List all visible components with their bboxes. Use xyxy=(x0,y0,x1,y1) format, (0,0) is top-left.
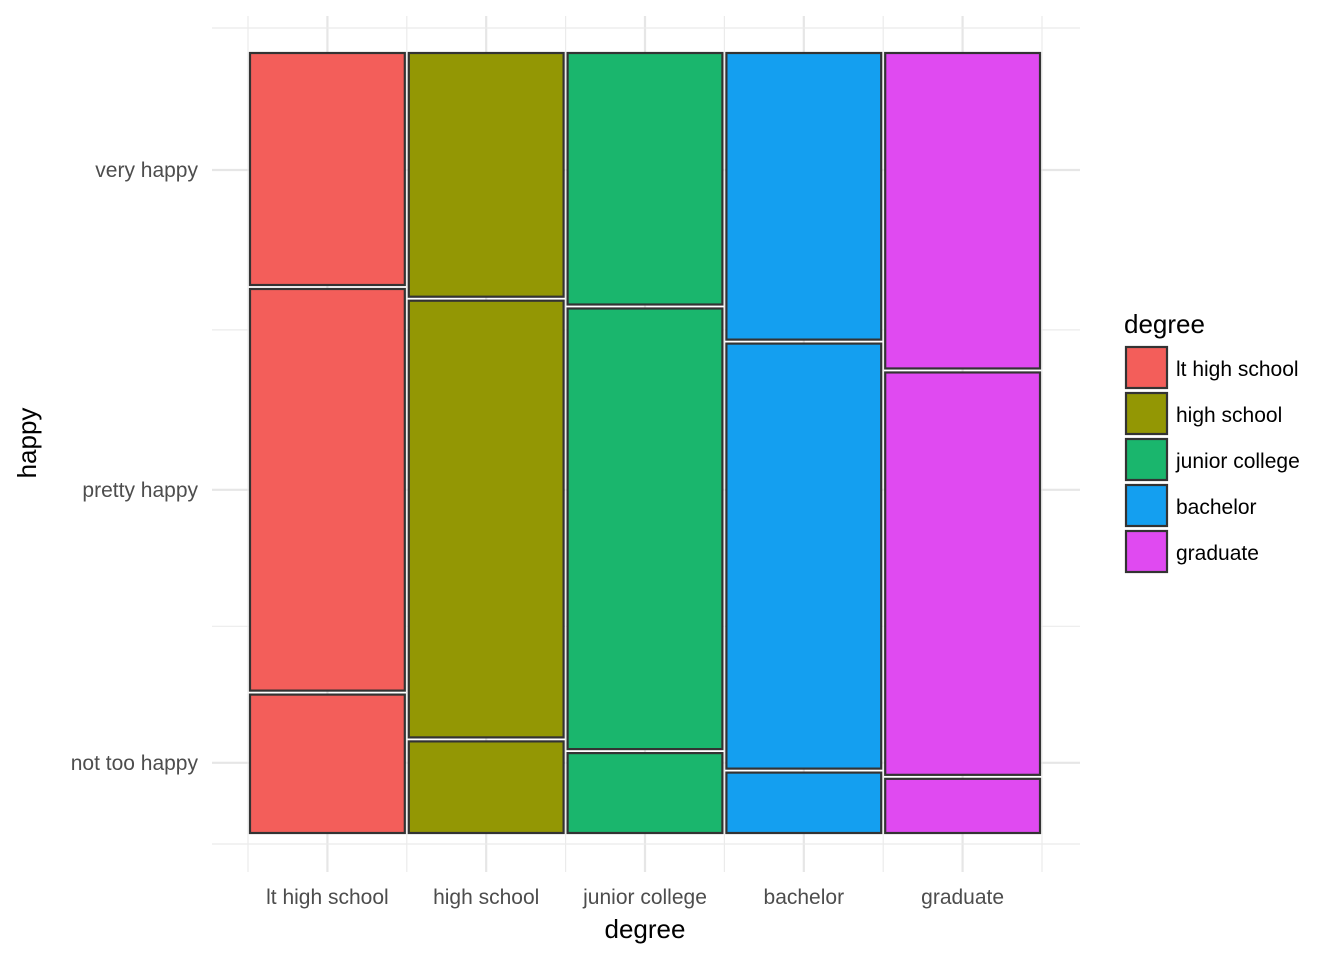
legend-key xyxy=(1124,437,1169,482)
legend-label: graduate xyxy=(1176,542,1259,565)
legend-label: junior college xyxy=(1175,450,1300,473)
tile-0-0 xyxy=(248,693,406,835)
x-tick-label: high school xyxy=(433,886,539,909)
x-tick-label: junior college xyxy=(582,886,707,909)
legend-label: high school xyxy=(1176,404,1282,427)
x-axis-ticks: lt high school high school junior college b… xyxy=(266,886,1004,909)
x-tick-label: bachelor xyxy=(764,886,845,909)
mosaic-tiles xyxy=(248,51,1042,835)
x-tick-label: lt high school xyxy=(266,886,389,909)
tile-1-0 xyxy=(407,740,565,835)
y-axis-ticks: not too happy pretty happy very happy xyxy=(71,159,199,775)
y-tick-label: not too happy xyxy=(71,752,199,775)
tile-1-2 xyxy=(407,51,565,298)
tile-0-2 xyxy=(248,51,406,287)
tile-1-1 xyxy=(407,299,565,739)
x-tick-label: graduate xyxy=(921,886,1004,909)
tile-4-1 xyxy=(884,371,1042,776)
legend-key xyxy=(1124,529,1169,574)
legend-key xyxy=(1124,391,1169,436)
legend: degree lt high school high school junior c… xyxy=(1124,309,1300,574)
legend-label: lt high school xyxy=(1176,358,1299,381)
legend-key xyxy=(1124,345,1169,390)
tile-2-2 xyxy=(566,51,724,306)
tile-2-1 xyxy=(566,307,724,751)
legend-title: degree xyxy=(1124,309,1205,339)
tile-0-1 xyxy=(248,287,406,692)
legend-key xyxy=(1124,483,1169,528)
tile-3-2 xyxy=(725,51,883,341)
tile-3-0 xyxy=(725,771,883,835)
x-axis-title: degree xyxy=(605,914,686,944)
y-tick-label: very happy xyxy=(95,159,198,182)
y-tick-label: pretty happy xyxy=(82,479,198,502)
tile-3-1 xyxy=(725,342,883,770)
tile-4-2 xyxy=(884,51,1042,370)
tile-4-0 xyxy=(884,777,1042,835)
y-axis-title: happy xyxy=(12,408,42,479)
legend-label: bachelor xyxy=(1176,496,1257,519)
tile-2-0 xyxy=(566,751,724,835)
